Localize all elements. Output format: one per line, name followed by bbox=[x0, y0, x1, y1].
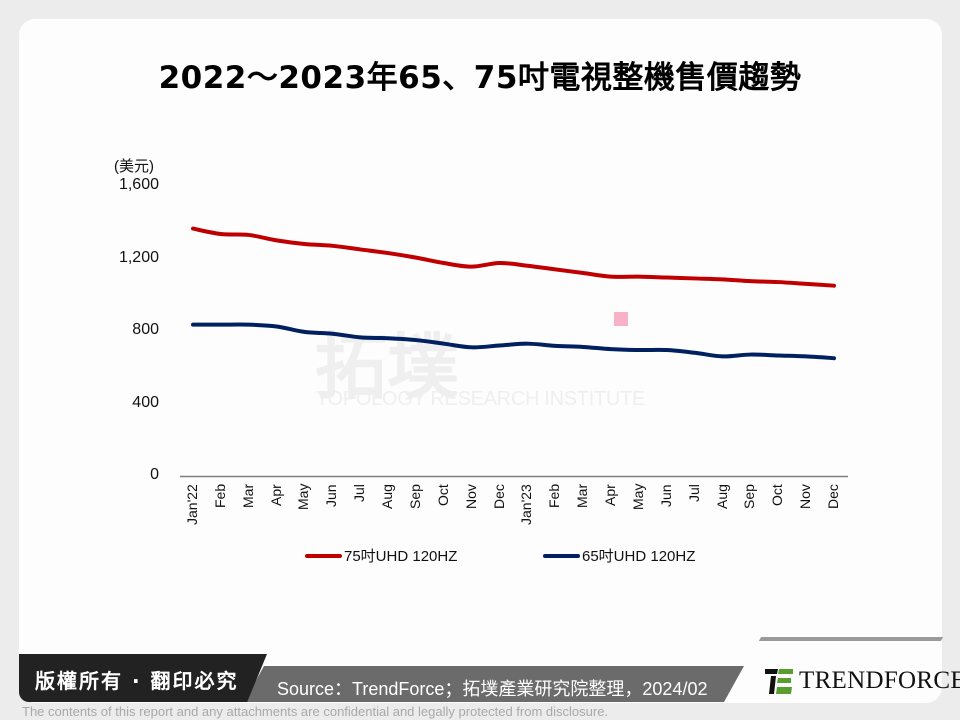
y-tick-label: 0 bbox=[150, 466, 159, 483]
y-tick-label: 1,200 bbox=[118, 248, 159, 266]
legend-label: 75吋UHD 120HZ bbox=[344, 548, 458, 565]
chart-title: 2022～2023年65、75吋電視整機售價趨勢 bbox=[158, 60, 802, 96]
y-tick-label: 800 bbox=[132, 321, 159, 338]
legend-swatch-navy bbox=[543, 553, 580, 558]
y-axis-unit: (美元) bbox=[114, 158, 154, 175]
series-line-65-inch bbox=[191, 322, 836, 361]
legend-item-75: 75吋UHD 120HZ bbox=[305, 545, 457, 566]
chart-card bbox=[19, 19, 942, 703]
y-tick-label: 400 bbox=[132, 393, 159, 411]
footer-decor-bar bbox=[758, 637, 944, 641]
copyright-text: 版權所有 · 翻印必究 bbox=[35, 669, 239, 693]
y-tick-label: 1,600 bbox=[118, 176, 159, 193]
marker-square bbox=[614, 312, 628, 326]
trendforce-logo-icon bbox=[765, 669, 793, 694]
footer-source-band bbox=[244, 666, 744, 702]
legend-label: 65吋UHD 120HZ bbox=[582, 548, 696, 565]
legend-item-65: 65吋UHD 120HZ bbox=[543, 545, 695, 566]
trendforce-logo: TRENDFORCE bbox=[765, 667, 960, 695]
footer-copyright-band bbox=[19, 654, 267, 702]
series-line-75-inch bbox=[191, 226, 836, 288]
watermark-en: TOPOLOGY RESEARCH INSTITUTE bbox=[316, 388, 645, 410]
brand-name: TRENDFORCE bbox=[799, 667, 960, 694]
legend-swatch-red bbox=[305, 553, 342, 558]
source-text: Source：TrendForce；拓墣產業研究院整理，2024/02 bbox=[277, 679, 708, 699]
disclaimer-text: The contents of this report and any atta… bbox=[22, 704, 609, 719]
